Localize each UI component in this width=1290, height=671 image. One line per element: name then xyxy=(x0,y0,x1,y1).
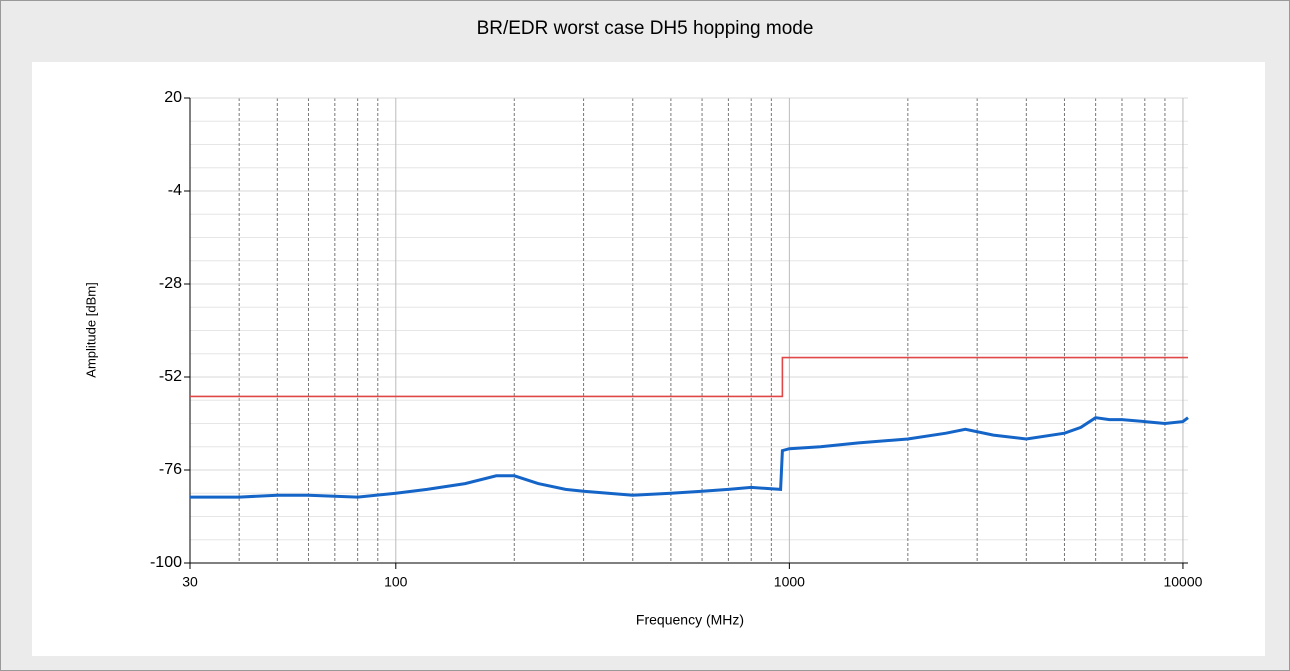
y-tick-label: -4 xyxy=(168,182,182,199)
y-tick-label: -100 xyxy=(150,554,182,571)
y-tick-label: 20 xyxy=(164,89,182,106)
series-line xyxy=(190,356,1188,398)
y-axis-label: Amplitude [dBm] xyxy=(83,282,98,377)
series-line xyxy=(190,416,1189,499)
y-tick-label: -76 xyxy=(159,461,182,478)
x-axis-label: Frequency (MHz) xyxy=(636,612,744,628)
x-tick-label: 100 xyxy=(384,574,408,590)
x-tick-label: 1000 xyxy=(774,574,805,590)
y-tick-label: -28 xyxy=(159,275,182,292)
x-tick-label: 30 xyxy=(182,574,198,590)
plot-panel xyxy=(32,62,1265,656)
y-tick-label: -52 xyxy=(159,368,182,385)
x-tick-label: 10000 xyxy=(1163,574,1202,590)
chart-title: BR/EDR worst case DH5 hopping mode xyxy=(477,18,814,39)
